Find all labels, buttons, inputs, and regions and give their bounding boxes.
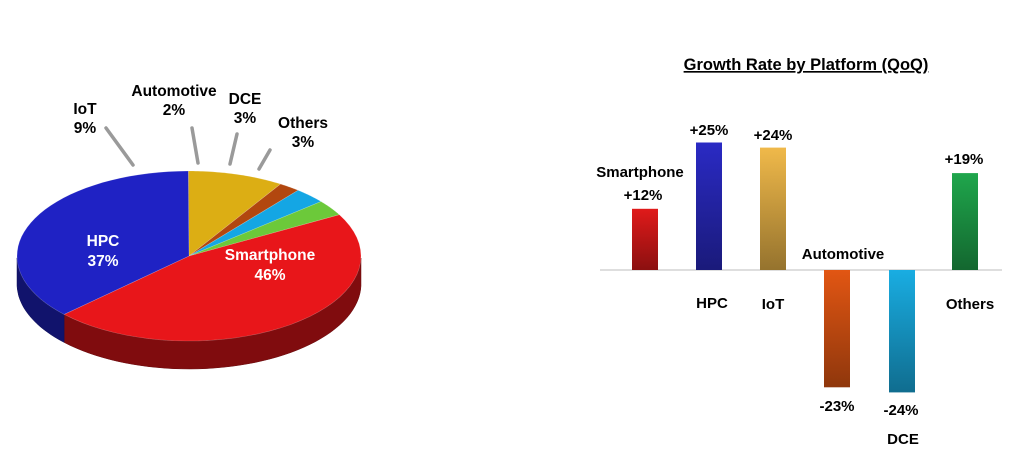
leader-line-others [257, 148, 272, 171]
pie-value-iot: 9% [74, 120, 97, 137]
pie-slice-others [188, 201, 341, 257]
bar-automotive [824, 270, 850, 388]
leader-line-iot [104, 126, 135, 167]
pie-slice-iot [187, 170, 282, 257]
pie-slice-smartphone [63, 214, 362, 342]
pie-chart: Smartphone 46% HPC 37% IoT 9% Automotive 2% DCE 3… [16, 83, 362, 370]
bar-value-label-smartphone: +12% [624, 187, 663, 204]
pie-value-others: 3% [292, 134, 315, 151]
leader-line-automotive [190, 126, 200, 165]
bar-value-label-others: +19% [945, 151, 984, 168]
bar-category-label-iot: IoT [762, 296, 785, 313]
bar-category-label-dce: DCE [887, 431, 919, 448]
pie-value-automotive: 2% [163, 102, 186, 119]
bar-value-label-hpc: +25% [690, 122, 729, 139]
bar-others [952, 173, 978, 270]
pie-slice-automotive [188, 183, 299, 257]
bar-chart: Growth Rate by Platform (QoQ) +12% Smartp… [596, 56, 1002, 448]
bar-category-label-hpc: HPC [696, 295, 728, 312]
bar-dce [889, 270, 915, 393]
pie-label-others: Others [278, 115, 328, 132]
bar-value-label-iot: +24% [754, 127, 793, 144]
pie-side-hpc [16, 257, 65, 343]
bar-hpc [696, 142, 722, 270]
pie-label-hpc: HPC [87, 233, 120, 250]
bar-smartphone [632, 208, 658, 270]
bar-category-label-automotive: Automotive [802, 246, 885, 263]
bar-category-label-others: Others [946, 296, 994, 313]
pie-slice-hpc [16, 170, 190, 315]
pie-value-dce: 3% [234, 110, 257, 127]
pie-label-smartphone: Smartphone [225, 247, 316, 264]
leader-line-dce [228, 132, 239, 166]
pie-value-hpc: 37% [87, 253, 118, 270]
pie-label-automotive: Automotive [131, 83, 217, 100]
bar-category-label-smartphone: Smartphone [596, 164, 684, 181]
pie-value-smartphone: 46% [254, 267, 285, 284]
pie-label-dce: DCE [229, 91, 262, 108]
bar-value-label-dce: -24% [883, 402, 918, 419]
bar-chart-title: Growth Rate by Platform (QoQ) [684, 56, 929, 74]
bar-value-label-automotive: -23% [819, 398, 854, 415]
pie-label-iot: IoT [73, 101, 97, 118]
pie-slice-dce [188, 189, 322, 257]
bar-iot [760, 147, 786, 270]
